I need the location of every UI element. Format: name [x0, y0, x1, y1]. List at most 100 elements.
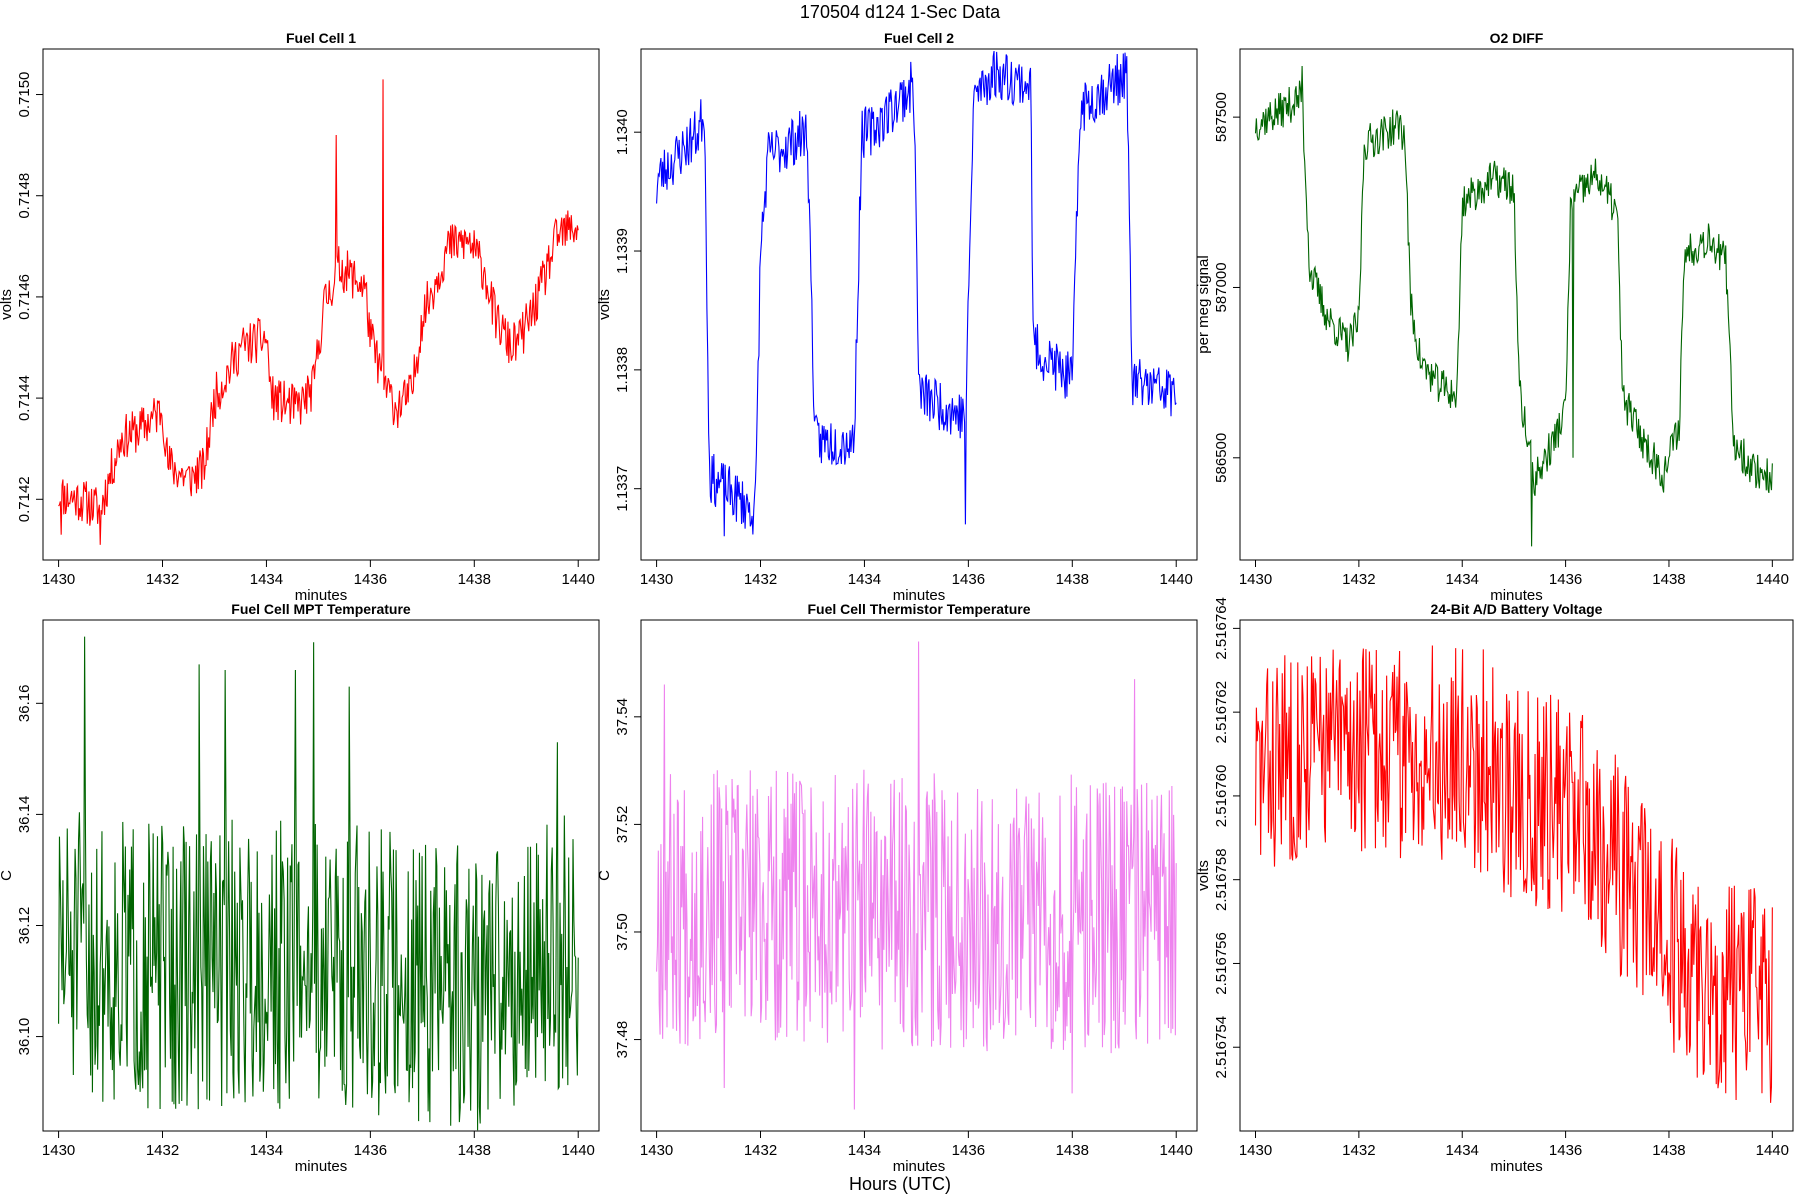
- x-axis-label: minutes: [295, 1158, 348, 1175]
- chart-panel: Fuel Cell 1 1430 1432 1434 1436 1438 1440 minut…: [0, 30, 600, 604]
- x-tick-label: 1436: [952, 571, 985, 588]
- x-tick-label: 1430: [42, 1142, 75, 1159]
- y-tick-label: 587500: [1213, 92, 1230, 142]
- x-tick-label: 1432: [1342, 1142, 1375, 1159]
- x-axis-label: minutes: [1490, 587, 1543, 604]
- y-tick-label: 0.7150: [16, 72, 33, 118]
- y-tick-label: 37.52: [614, 806, 631, 844]
- x-tick-label: 1438: [1056, 571, 1089, 588]
- x-tick-label: 1430: [1239, 571, 1272, 588]
- series-line: [656, 50, 1177, 537]
- x-tick-label: 1432: [1342, 571, 1375, 588]
- x-tick-label: 1440: [1160, 571, 1193, 588]
- y-tick-label: 36.14: [16, 796, 33, 834]
- y-tick-label: 1.1339: [614, 228, 631, 274]
- x-tick-label: 1430: [640, 571, 673, 588]
- x-tick-label: 1438: [458, 1142, 491, 1159]
- panel-title: Fuel Cell Thermistor Temperature: [807, 601, 1030, 617]
- y-tick-label: 37.48: [614, 1021, 631, 1059]
- y-axis-label: volts: [1195, 860, 1212, 891]
- x-tick-label: 1436: [952, 1142, 985, 1159]
- x-tick-label: 1434: [848, 571, 881, 588]
- x-tick-label: 1430: [42, 571, 75, 588]
- panel-title: 24-Bit A/D Battery Voltage: [1431, 601, 1603, 617]
- y-tick-label: 2.516758: [1213, 848, 1230, 911]
- x-tick-label: 1432: [744, 571, 777, 588]
- series-line: [656, 641, 1177, 1110]
- x-tick-label: 1440: [1756, 1142, 1789, 1159]
- figure-suptitle: 170504 d124 1-Sec Data: [800, 2, 1001, 22]
- chart-panel: Fuel Cell MPT Temperature 1430 1432 1434 143…: [0, 601, 600, 1175]
- plot-frame: [1239, 48, 1794, 561]
- chart-panel: Fuel Cell 2 1430 1432 1434 1436 1438 1440 minut…: [596, 30, 1198, 604]
- chart-panel: O2 DIFF 1430 1432 1434 1436 1438 1440 minutes 58…: [1195, 30, 1794, 604]
- panel-title: Fuel Cell 2: [884, 30, 954, 46]
- plot-frame: [42, 619, 600, 1132]
- x-tick-label: 1436: [354, 571, 387, 588]
- y-axis-label: volts: [0, 289, 15, 320]
- y-tick-label: 2.516754: [1213, 1016, 1230, 1079]
- x-axis-label: minutes: [893, 1158, 946, 1175]
- panel-title: Fuel Cell 1: [286, 30, 356, 46]
- plot-frame: [1239, 619, 1794, 1132]
- x-tick-label: 1432: [744, 1142, 777, 1159]
- x-tick-label: 1440: [1756, 571, 1789, 588]
- x-tick-label: 1440: [1160, 1142, 1193, 1159]
- series-line: [58, 79, 579, 545]
- x-axis-label: minutes: [893, 587, 946, 604]
- x-tick-label: 1432: [146, 1142, 179, 1159]
- y-tick-label: 36.10: [16, 1018, 33, 1056]
- series-line: [58, 636, 579, 1131]
- panels: Fuel Cell 1 1430 1432 1434 1436 1438 1440 minut…: [0, 30, 1794, 1175]
- x-tick-label: 1434: [250, 571, 283, 588]
- y-tick-label: 0.7142: [16, 476, 33, 522]
- x-tick-label: 1434: [1446, 571, 1479, 588]
- y-tick-label: 2.516762: [1213, 681, 1230, 744]
- series-line: [1254, 66, 1773, 547]
- plot-frame: [640, 619, 1198, 1132]
- y-tick-label: 1.1338: [614, 347, 631, 393]
- y-axis-label: per meg signal: [1195, 255, 1212, 353]
- y-tick-label: 587000: [1213, 262, 1230, 312]
- y-tick-label: 1.1340: [614, 109, 631, 155]
- panel-title: O2 DIFF: [1490, 30, 1544, 46]
- x-tick-label: 1434: [1446, 1142, 1479, 1159]
- plot-frame: [640, 48, 1198, 561]
- x-tick-label: 1434: [250, 1142, 283, 1159]
- x-tick-label: 1440: [562, 1142, 595, 1159]
- x-tick-label: 1436: [1549, 571, 1582, 588]
- y-tick-label: 1.1337: [614, 466, 631, 512]
- y-axis-label: C: [0, 870, 15, 881]
- chart-panel: 24-Bit A/D Battery Voltage 1430 1432 1434 14…: [1195, 597, 1794, 1175]
- y-tick-label: 2.516760: [1213, 765, 1230, 828]
- panel-title: Fuel Cell MPT Temperature: [231, 601, 411, 617]
- x-axis-label: minutes: [295, 587, 348, 604]
- y-tick-label: 0.7148: [16, 173, 33, 219]
- x-tick-label: 1430: [1239, 1142, 1272, 1159]
- y-tick-label: 2.516764: [1213, 597, 1230, 660]
- x-tick-label: 1436: [354, 1142, 387, 1159]
- y-tick-label: 2.516756: [1213, 932, 1230, 995]
- y-axis-label: volts: [596, 289, 613, 320]
- y-tick-label: 37.54: [614, 698, 631, 736]
- chart-panel: Fuel Cell Thermistor Temperature 1430 1432…: [596, 601, 1198, 1175]
- x-tick-label: 1438: [1652, 571, 1685, 588]
- y-tick-label: 37.50: [614, 913, 631, 951]
- x-tick-label: 1440: [562, 571, 595, 588]
- y-tick-label: 0.7144: [16, 375, 33, 421]
- y-tick-label: 586500: [1213, 433, 1230, 483]
- x-axis-label: minutes: [1490, 1158, 1543, 1175]
- x-tick-label: 1438: [1652, 1142, 1685, 1159]
- series-line: [1254, 645, 1773, 1103]
- y-axis-label: C: [596, 870, 613, 881]
- x-tick-label: 1438: [1056, 1142, 1089, 1159]
- x-tick-label: 1436: [1549, 1142, 1582, 1159]
- y-tick-label: 36.12: [16, 907, 33, 945]
- x-tick-label: 1434: [848, 1142, 881, 1159]
- x-tick-label: 1430: [640, 1142, 673, 1159]
- x-tick-label: 1432: [146, 571, 179, 588]
- y-tick-label: 0.7146: [16, 274, 33, 320]
- plot-frame: [42, 48, 600, 561]
- y-tick-label: 36.16: [16, 685, 33, 723]
